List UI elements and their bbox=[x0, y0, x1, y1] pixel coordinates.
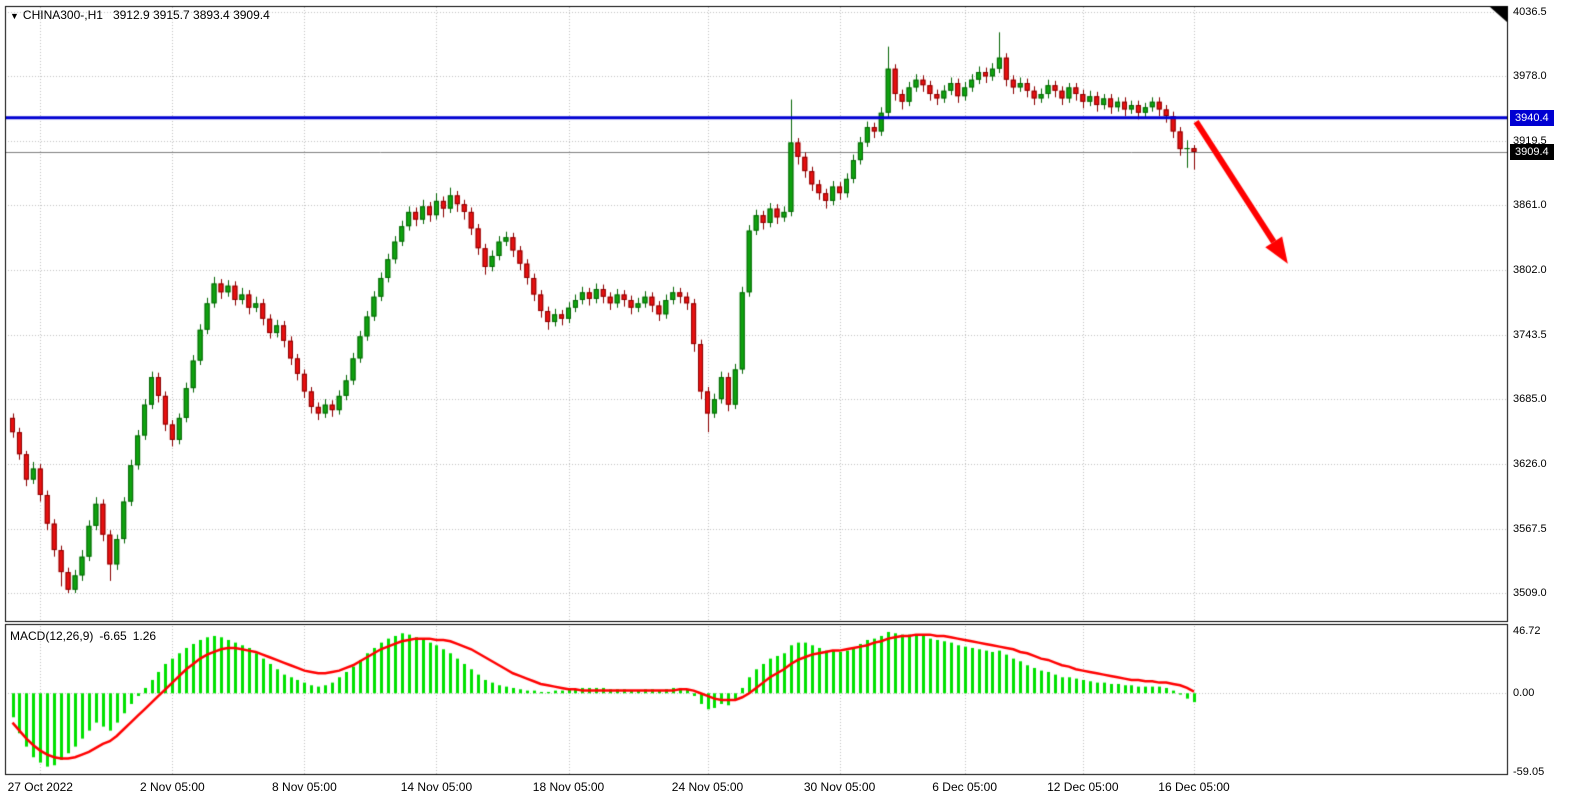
macd-axis-label: -59.05 bbox=[1513, 766, 1545, 778]
time-axis-label: 8 Nov 05:00 bbox=[272, 780, 337, 794]
time-axis-label: 2 Nov 05:00 bbox=[139, 780, 205, 794]
price-axis-label: 3802.0 bbox=[1513, 264, 1547, 277]
macd-axis-label: 0.00 bbox=[1513, 687, 1535, 700]
symbol-ohlc-readout: ▼ CHINA300-,H1 3912.9 3915.7 3893.4 3909.4 bbox=[10, 8, 270, 22]
price-axis[interactable]: 4036.5 3978.0 3919.5 3861.0 3802.0 3743.5 3685… bbox=[1509, 0, 1579, 775]
ohlc-readout: 3912.9 3915.7 3893.4 3909.4 bbox=[112, 8, 270, 22]
time-axis-label: 14 Nov 05:00 bbox=[400, 780, 473, 794]
time-axis-label: 30 Nov 05:00 bbox=[803, 780, 876, 794]
price-axis-label: 3509.0 bbox=[1513, 587, 1547, 600]
time-axis-label: 6 Dec 05:00 bbox=[932, 780, 997, 794]
price-axis-label: 3978.0 bbox=[1513, 70, 1547, 83]
price-axis-label: 3919.5 bbox=[1513, 134, 1547, 147]
hline-price-badge: 3940.4 bbox=[1510, 109, 1554, 126]
macd-axis-label: 46.72 bbox=[1513, 625, 1541, 637]
price-axis-label: 4036.5 bbox=[1513, 5, 1547, 18]
time-axis-label: 18 Nov 05:00 bbox=[532, 780, 605, 794]
macd-name: MACD(12,26,9) bbox=[10, 629, 94, 643]
symbol-title: CHINA300-,H1 bbox=[22, 8, 103, 22]
chevron-down-icon[interactable]: ▼ bbox=[10, 11, 19, 21]
time-axis-label: 24 Nov 05:00 bbox=[671, 780, 744, 794]
macd-indicator-readout: MACD(12,26,9) -6.65 1.26 bbox=[10, 629, 162, 643]
time-axis[interactable]: 27 Oct 2022 2 Nov 05:00 8 Nov 05:00 14 Nov … bbox=[0, 779, 1579, 799]
time-axis-label: 16 Dec 05:00 bbox=[1158, 780, 1230, 794]
time-axis-label: 27 Oct 2022 bbox=[7, 780, 73, 794]
macd-signal-value: 1.26 bbox=[132, 629, 157, 643]
price-axis-label: 3743.5 bbox=[1513, 328, 1547, 341]
price-axis-label: 3626.0 bbox=[1513, 458, 1547, 471]
price-axis-label: 3567.5 bbox=[1513, 522, 1547, 535]
current-price-badge: 3909.4 bbox=[1510, 143, 1554, 160]
price-axis-label: 3861.0 bbox=[1513, 199, 1547, 212]
price-axis-label: 3685.0 bbox=[1513, 393, 1547, 406]
time-axis-label: 12 Dec 05:00 bbox=[1047, 780, 1119, 794]
macd-main-value: -6.65 bbox=[99, 629, 127, 643]
